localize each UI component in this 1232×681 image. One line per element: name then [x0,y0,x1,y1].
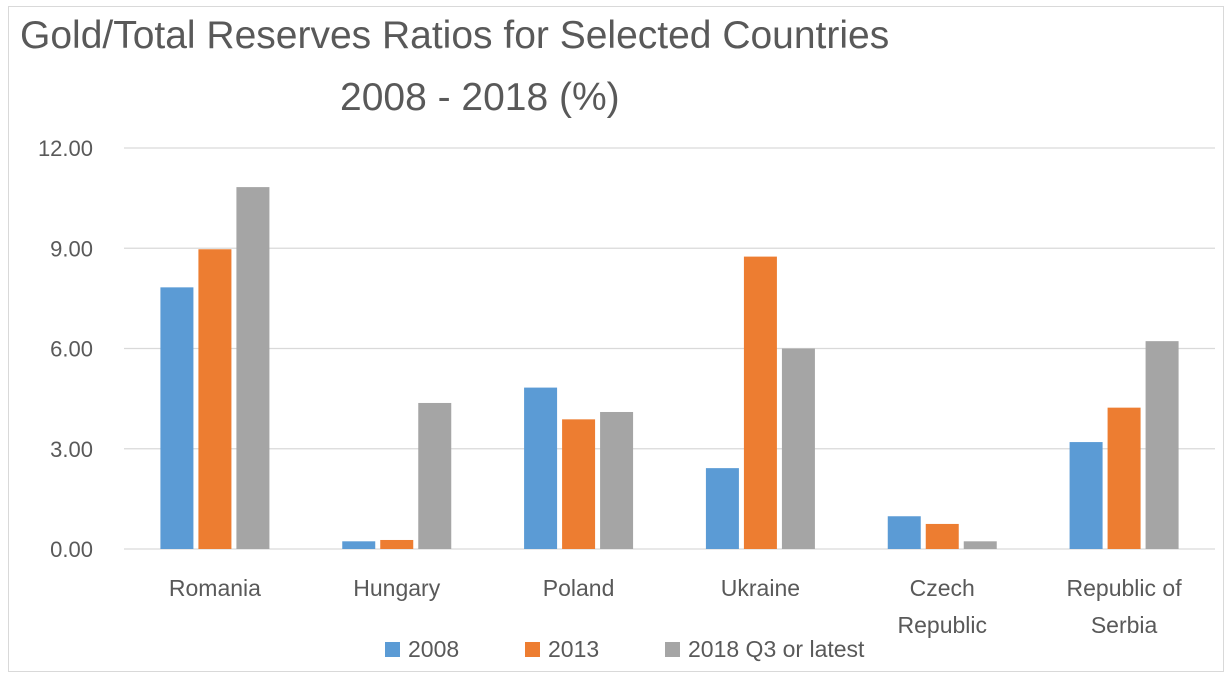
gridlines [124,147,1215,550]
legend-swatch [665,642,680,657]
legend-swatch [525,642,540,657]
bar-2018-q3-or-latest-romania [236,187,270,549]
x-tick-label: Ukraine [721,575,800,601]
bar-2013-ukraine [743,256,777,549]
bar-2018-q3-or-latest-czech-republic [963,541,997,549]
x-tick-label: Poland [543,575,615,601]
bar-2018-q3-or-latest-hungary [418,402,452,549]
legend-label: 2018 Q3 or latest [688,636,865,662]
bar-2008-hungary [342,541,376,549]
legend-swatch [385,642,400,657]
bar-2008-ukraine [705,468,739,549]
bar-2013-czech-republic [925,523,959,549]
bar-2008-poland [524,387,558,549]
x-tick-label: Republic [898,612,988,638]
chart-subtitle: 2008 - 2018 (%) [340,76,620,119]
legend-label: 2008 [408,636,459,662]
bar-2018-q3-or-latest-poland [600,411,634,549]
x-axis-labels: Romania Hungary Poland Ukraine Czech Republic… [169,575,1182,638]
legend: 2008 2013 2018 Q3 or latest [385,636,865,662]
y-tick-label: 3.00 [50,437,93,462]
x-tick-label: Romania [169,575,261,601]
bar-2008-romania [160,287,194,549]
y-tick-label: 6.00 [50,337,93,362]
y-tick-label: 9.00 [50,236,93,261]
bar-2008-czech-republic [887,516,921,549]
x-tick-label: Republic of [1067,575,1183,601]
bar-2013-romania [198,249,232,549]
bar-2013-republic-of-serbia [1107,407,1141,549]
bars [160,187,1179,549]
y-axis-ticks: 0.00 3.00 6.00 9.00 12.00 [38,136,93,562]
x-tick-label: Czech [910,575,975,601]
legend-label: 2013 [548,636,599,662]
bar-2013-hungary [380,539,414,549]
bar-2013-poland [562,419,596,549]
bar-2018-q3-or-latest-ukraine [781,348,815,549]
x-tick-label: Serbia [1091,612,1158,638]
x-tick-label: Hungary [353,575,440,601]
bar-2018-q3-or-latest-republic-of-serbia [1145,341,1179,549]
y-tick-label: 12.00 [38,136,93,161]
y-tick-label: 0.00 [50,537,93,562]
bar-2008-republic-of-serbia [1069,442,1103,549]
chart-title: Gold/Total Reserves Ratios for Selected … [20,14,890,57]
